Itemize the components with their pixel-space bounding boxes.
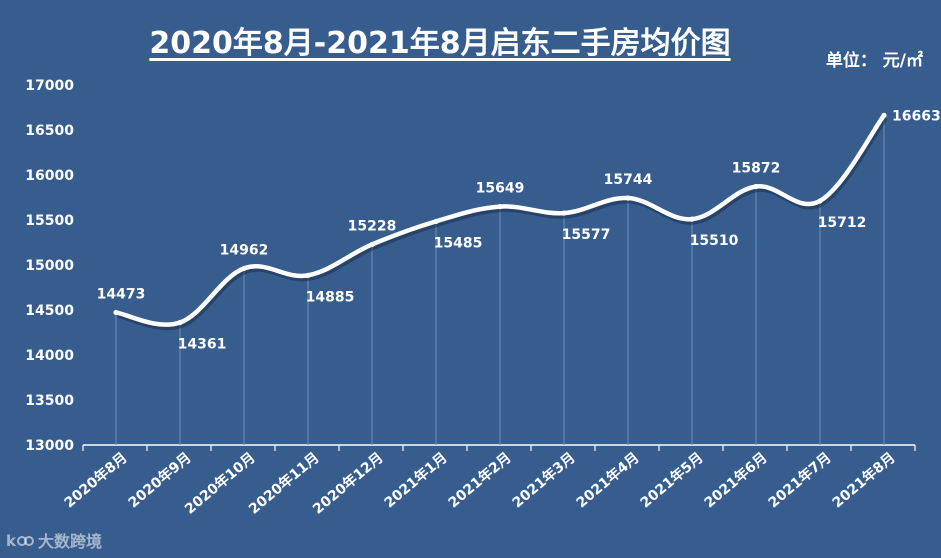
watermark-logo-icon: k [6,532,34,549]
data-point [241,265,247,272]
data-point [497,203,503,210]
data-label: 15712 [818,215,867,231]
data-point [433,218,439,224]
data-label: 15228 [348,218,397,234]
chart-title: 2020年8月-2021年8月启东二手房均价图 [149,26,731,61]
y-tick-label: 13000 [25,438,74,454]
x-tick-label: 2021年5月 [637,449,707,511]
data-point [113,309,119,316]
x-tick-label: 2021年4月 [573,449,643,511]
data-label: 15510 [690,233,739,249]
y-tick-label: 13500 [25,393,74,409]
x-tick-label: 2021年3月 [509,449,579,511]
svg-text:k: k [6,532,17,549]
data-point [625,195,631,201]
x-tick-label: 2021年6月 [701,449,771,511]
data-label: 15649 [476,181,525,197]
data-label: 16663 [892,108,941,124]
series-line-shadow [116,116,888,331]
data-point [305,272,311,278]
data-label: 14473 [97,286,146,302]
data-label: 14885 [306,289,355,305]
x-tick-label: 2021年8月 [829,449,899,511]
data-label: 14361 [178,337,227,353]
x-tick-label: 2021年7月 [765,449,835,511]
y-tick-label: 16000 [25,168,74,184]
data-label: 14962 [220,242,269,258]
data-label: 15744 [604,172,653,188]
x-tick-label: 2020年12月 [309,449,386,518]
unit-label: 单位： 元/㎡ [825,51,923,71]
data-label: 15485 [434,235,483,251]
data-point [817,198,823,204]
data-label: 15577 [562,227,611,243]
y-tick-label: 14500 [25,303,74,319]
data-point [561,210,567,216]
y-tick-label: 15000 [25,258,74,274]
x-tick-label: 2020年9月 [125,449,195,511]
data-point [369,241,375,248]
watermark: k 大数跨境 [6,528,102,552]
data-point [753,183,759,190]
data-point [689,216,695,222]
data-point [177,319,183,326]
y-tick-label: 14000 [25,348,74,364]
data-label: 15872 [732,161,781,177]
x-tick-label: 2020年8月 [61,449,131,511]
y-tick-label: 17000 [25,78,74,94]
y-tick-label: 16500 [25,123,74,139]
y-tick-label: 15500 [25,213,74,229]
watermark-text: 大数跨境 [38,532,103,551]
x-tick-label: 2021年2月 [445,449,515,511]
x-tick-label: 2021年1月 [381,449,451,511]
data-point [881,112,887,118]
